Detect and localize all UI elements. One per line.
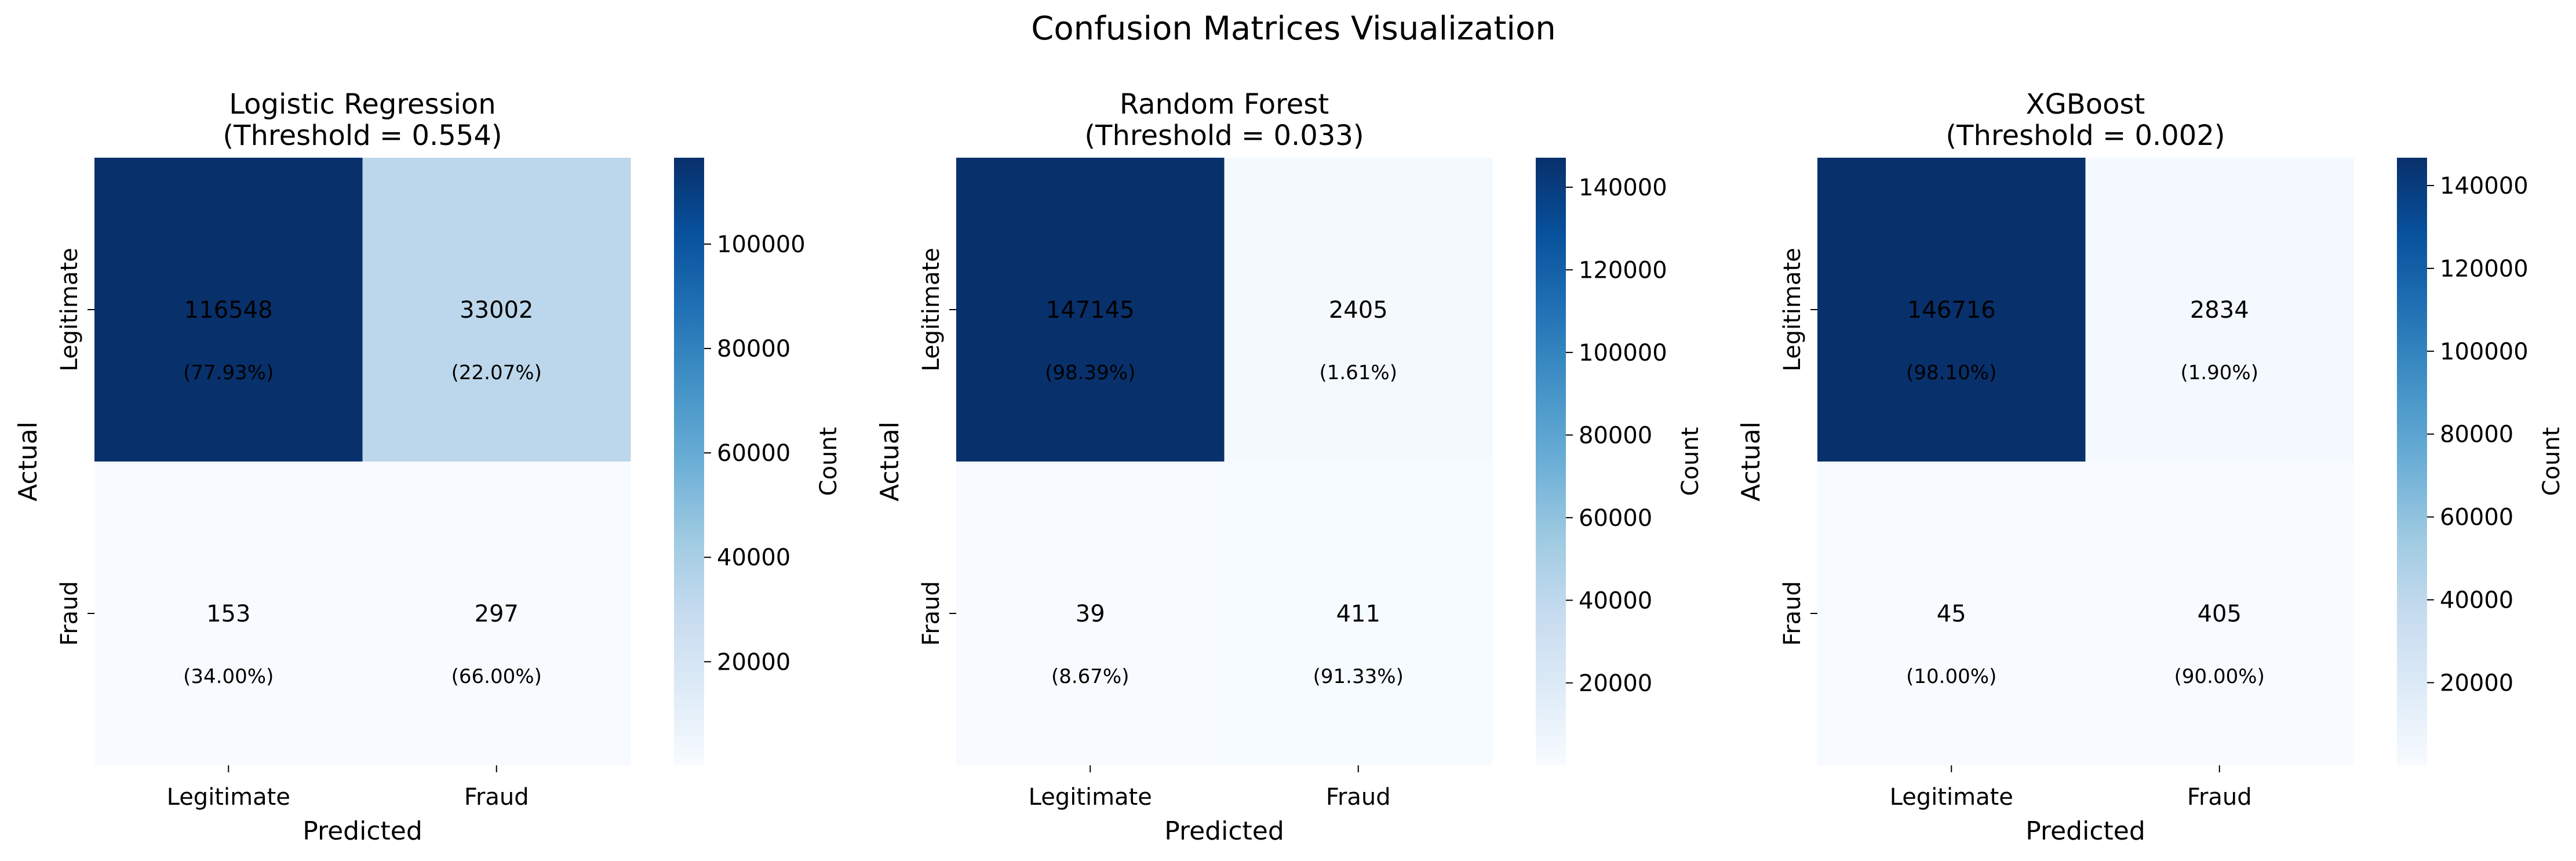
y-tick-label: Fraud bbox=[56, 581, 83, 646]
cell-percent-label: (10.00%) bbox=[1906, 665, 1996, 688]
colorbar-tick-label: 120000 bbox=[1579, 257, 1667, 284]
heatmap-cell bbox=[94, 158, 363, 462]
colorbar-tick-label: 60000 bbox=[717, 440, 790, 467]
x-axis-label: Predicted bbox=[2025, 816, 2145, 846]
cell-value-label: 2834 bbox=[2190, 297, 2249, 324]
colorbar-tick-label: 140000 bbox=[1579, 175, 1667, 201]
colorbar-tick-label: 100000 bbox=[2440, 339, 2528, 365]
y-tick-label: Fraud bbox=[1779, 581, 1806, 646]
colorbar-tick-label: 20000 bbox=[717, 649, 790, 675]
y-axis-label: Actual bbox=[1736, 422, 1766, 502]
cell-value-label: 405 bbox=[2198, 601, 2242, 627]
colorbar-label: Count bbox=[2538, 427, 2565, 496]
colorbar-tick-label: 80000 bbox=[717, 336, 790, 362]
x-axis-label: Predicted bbox=[1164, 816, 1284, 846]
heatmap-cell bbox=[2085, 462, 2354, 766]
cell-value-label: 411 bbox=[1336, 601, 1380, 627]
cell-percent-label: (77.93%) bbox=[183, 361, 274, 384]
colorbar bbox=[1536, 158, 1566, 765]
colorbar-tick-label: 40000 bbox=[1579, 587, 1652, 614]
y-axis-label: Actual bbox=[13, 422, 43, 502]
colorbar-tick-label: 60000 bbox=[1579, 505, 1652, 532]
heatmap-cell bbox=[362, 158, 631, 462]
colorbar bbox=[2397, 158, 2427, 765]
y-tick-label: Fraud bbox=[918, 581, 945, 646]
cell-percent-label: (34.00%) bbox=[183, 665, 274, 688]
cell-percent-label: (98.10%) bbox=[1906, 361, 1996, 384]
colorbar-label: Count bbox=[815, 427, 842, 496]
cell-value-label: 297 bbox=[475, 601, 519, 627]
cell-percent-label: (8.67%) bbox=[1051, 665, 1129, 688]
cell-value-label: 146716 bbox=[1907, 297, 1996, 324]
colorbar-tick-label: 40000 bbox=[717, 544, 790, 571]
cell-percent-label: (1.90%) bbox=[2180, 361, 2258, 384]
panel-title: XGBoost bbox=[2026, 88, 2145, 121]
x-tick-label: Fraud bbox=[2187, 784, 2252, 811]
confusion-matrix-panel: Random Forest(Threshold = 0.033) 147145 (9… bbox=[875, 88, 1704, 846]
heatmap-cell bbox=[956, 462, 1225, 766]
x-tick-label: Legitimate bbox=[1890, 784, 2013, 811]
colorbar-tick-label: 20000 bbox=[2440, 670, 2513, 696]
cell-value-label: 153 bbox=[206, 601, 250, 627]
colorbar-tick-label: 120000 bbox=[2440, 256, 2528, 282]
heatmap-cell bbox=[2085, 158, 2354, 462]
heatmap-cell bbox=[362, 462, 631, 766]
y-tick-label: Legitimate bbox=[918, 248, 945, 371]
x-tick-label: Legitimate bbox=[1029, 784, 1152, 811]
x-tick-label: Fraud bbox=[1326, 784, 1391, 811]
heatmap-cell bbox=[1224, 462, 1493, 766]
colorbar-tick-label: 100000 bbox=[1579, 340, 1667, 366]
cell-value-label: 39 bbox=[1076, 601, 1105, 627]
heatmap-cell bbox=[1817, 158, 2086, 462]
colorbar-tick-label: 80000 bbox=[2440, 422, 2513, 448]
colorbar-tick-label: 20000 bbox=[1579, 670, 1652, 697]
cell-value-label: 116548 bbox=[184, 297, 273, 324]
colorbar-tick-label: 80000 bbox=[1579, 422, 1652, 449]
cell-value-label: 147145 bbox=[1046, 297, 1135, 324]
confusion-matrix-panel: Logistic Regression(Threshold = 0.554) 11… bbox=[13, 88, 842, 846]
x-tick-label: Legitimate bbox=[167, 784, 290, 811]
y-tick-label: Legitimate bbox=[1779, 248, 1806, 371]
heatmap-cell bbox=[1817, 462, 2086, 766]
cell-value-label: 2405 bbox=[1329, 297, 1388, 324]
cell-percent-label: (22.07%) bbox=[451, 361, 542, 384]
panel-title: Random Forest bbox=[1120, 88, 1329, 121]
heatmap-cell bbox=[1224, 158, 1493, 462]
heatmap-cell bbox=[956, 158, 1225, 462]
panel-subtitle: (Threshold = 0.554) bbox=[223, 119, 502, 152]
panel-subtitle: (Threshold = 0.033) bbox=[1084, 119, 1364, 152]
x-axis-label: Predicted bbox=[303, 816, 422, 846]
cell-value-label: 45 bbox=[1937, 601, 1966, 627]
cell-value-label: 33002 bbox=[460, 297, 533, 324]
cell-percent-label: (66.00%) bbox=[451, 665, 542, 688]
panels: Logistic Regression(Threshold = 0.554) 11… bbox=[13, 88, 2565, 846]
panel-title: Logistic Regression bbox=[229, 88, 495, 121]
cell-percent-label: (90.00%) bbox=[2174, 665, 2265, 688]
panel-subtitle: (Threshold = 0.002) bbox=[1945, 119, 2225, 152]
colorbar-tick-label: 60000 bbox=[2440, 504, 2513, 531]
figure-title: Confusion Matrices Visualization bbox=[1031, 10, 1555, 48]
colorbar bbox=[674, 158, 704, 765]
cell-percent-label: (1.61%) bbox=[1319, 361, 1397, 384]
colorbar-tick-label: 100000 bbox=[717, 231, 806, 258]
cell-percent-label: (91.33%) bbox=[1313, 665, 1404, 688]
x-tick-label: Fraud bbox=[464, 784, 529, 811]
y-tick-label: Legitimate bbox=[56, 248, 83, 371]
confusion-matrix-panel: XGBoost(Threshold = 0.002) 146716 (98.10%)… bbox=[1736, 88, 2565, 846]
cell-percent-label: (98.39%) bbox=[1045, 361, 1135, 384]
heatmap-cell bbox=[94, 462, 363, 766]
colorbar-tick-label: 40000 bbox=[2440, 587, 2513, 614]
colorbar-tick-label: 140000 bbox=[2440, 173, 2528, 199]
colorbar-label: Count bbox=[1677, 427, 1704, 496]
y-axis-label: Actual bbox=[875, 422, 905, 502]
